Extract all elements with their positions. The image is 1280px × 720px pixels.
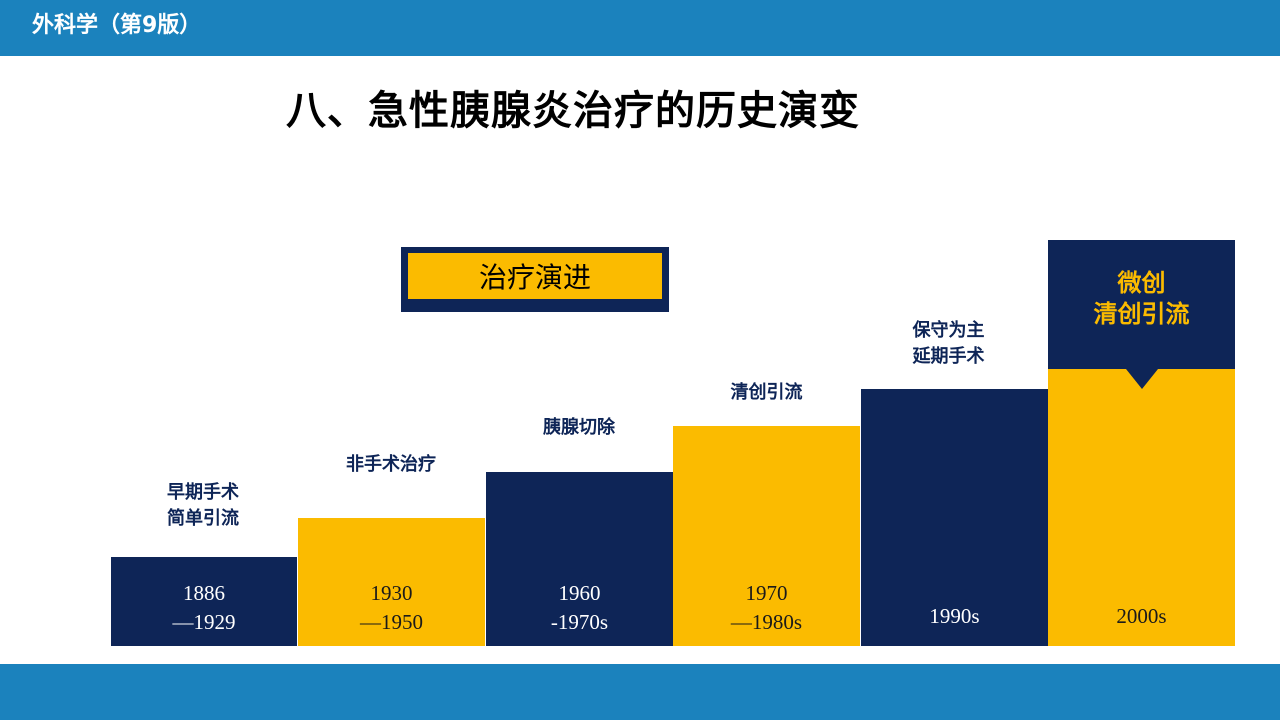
period-3: 1960 -1970s — [486, 579, 673, 637]
stage-label-2: 非手术治疗 — [298, 452, 484, 478]
stage-label-3-line1: 胰腺切除 — [543, 417, 615, 438]
period-1-line1: 1886 — [183, 581, 225, 605]
period-6-line1: 2000s — [1116, 604, 1167, 628]
period-5: 1990s — [861, 602, 1048, 631]
stage-label-4-line1: 清创引流 — [730, 382, 803, 403]
stage-bar-3: 1960 -1970s — [486, 472, 673, 646]
stage-label-3: 胰腺切除 — [486, 415, 672, 441]
stage-label-6: 微创 清创引流 — [1048, 268, 1235, 330]
stage-label-6-line1: 微创 — [1117, 269, 1166, 297]
stage-label-1: 早期手术 简单引流 — [110, 480, 296, 532]
stage-bar-2: 1930 —1950 — [298, 518, 485, 646]
stage-bar-4: 1970 —1980s — [673, 426, 860, 646]
stage-label-1-line2: 简单引流 — [167, 508, 239, 529]
legend-label: 治疗演进 — [478, 261, 591, 294]
stage-label-5-line2: 延期手术 — [912, 346, 985, 367]
legend-inner: 治疗演进 — [408, 253, 662, 299]
stage-label-6-line2: 清创引流 — [1093, 300, 1190, 328]
period-4-line2: —1980s — [730, 610, 803, 634]
stage-bar-5: 1990s — [861, 389, 1048, 646]
slide-title: 八、急性胰腺炎治疗的历史演变 — [286, 88, 860, 134]
header-bar: 外科学（第9版） — [0, 0, 1280, 56]
stage-label-4: 清创引流 — [673, 380, 860, 406]
period-1-line2: —1929 — [172, 610, 236, 634]
stage-bar-1: 1886 —1929 — [111, 557, 297, 646]
pointer-arrow — [1126, 369, 1158, 389]
stage-bar-6: 2000s — [1048, 369, 1235, 646]
period-2-line2: —1950 — [360, 610, 423, 634]
period-3-line1: 1960 — [558, 581, 601, 605]
period-1: 1886 —1929 — [111, 579, 297, 637]
stage-label-1-line1: 早期手术 — [167, 482, 239, 503]
course-title: 外科学（第9版） — [32, 13, 202, 38]
period-3-line2: -1970s — [550, 610, 609, 634]
legend-box: 治疗演进 — [401, 247, 669, 312]
period-6: 2000s — [1048, 602, 1235, 631]
period-2-line1: 1930 — [370, 581, 413, 605]
stage-label-5: 保守为主 延期手术 — [855, 318, 1042, 370]
period-2: 1930 —1950 — [298, 579, 485, 637]
period-4: 1970 —1980s — [673, 579, 860, 637]
stage-label-5-line1: 保守为主 — [912, 320, 985, 341]
stage-label-2-line1: 非手术治疗 — [346, 454, 436, 475]
period-5-line1: 1990s — [929, 604, 980, 628]
period-4-line1: 1970 — [745, 581, 788, 605]
footer-bar — [0, 664, 1280, 720]
stage-label-box-6: 微创 清创引流 — [1048, 240, 1235, 369]
